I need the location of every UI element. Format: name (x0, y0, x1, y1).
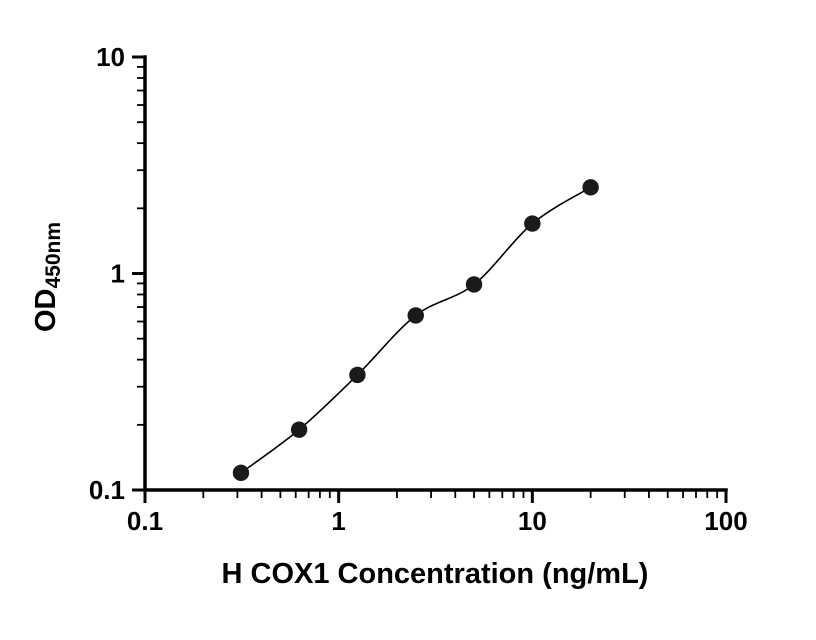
data-point (349, 366, 366, 384)
x-tick-label: 0.1 (127, 506, 163, 536)
y-tick-label: 0.1 (89, 475, 125, 505)
data-point (465, 276, 483, 293)
tick-labels-layer: 0.1 1 10 100 0.1 1 10 (89, 42, 748, 536)
y-tick-label: 10 (96, 42, 125, 72)
data-point (524, 215, 541, 232)
ticks-layer (132, 55, 728, 503)
y-axis-title-main: OD (30, 289, 62, 333)
data-point (407, 307, 424, 324)
data-point (232, 464, 250, 482)
data-point (290, 421, 308, 438)
axis-spine (143, 55, 728, 492)
x-axis-title: H COX1 Concentration (ng/mL) (222, 558, 649, 590)
y-axis-title: OD450nm (30, 222, 65, 332)
data-point (582, 179, 599, 196)
y-axis-title-subscript: 450nm (42, 222, 65, 289)
x-tick-label: 10 (518, 506, 547, 536)
x-tick-label: 1 (331, 506, 345, 536)
x-tick-label: 100 (704, 506, 747, 536)
axes-layer (143, 55, 728, 492)
series-layer (232, 179, 599, 482)
y-tick-label: 1 (111, 259, 125, 289)
